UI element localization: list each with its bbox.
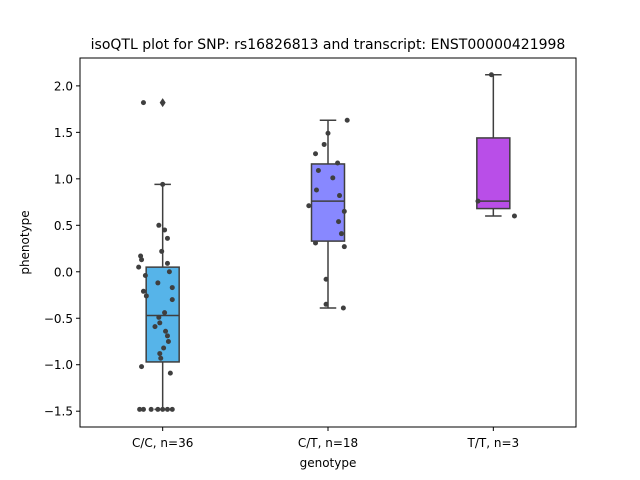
y-tick-label: 2.0 xyxy=(54,79,73,93)
data-point xyxy=(152,324,158,330)
box-group xyxy=(310,119,346,309)
data-point xyxy=(155,280,161,286)
y-axis-label: phenotype xyxy=(18,210,32,274)
data-point xyxy=(475,198,481,204)
x-axis-label: genotype xyxy=(300,456,357,470)
data-point xyxy=(325,130,331,136)
y-tick-label: 0.5 xyxy=(54,219,73,233)
data-point xyxy=(313,240,319,246)
chart-axes: −1.5 −1.0 −0.5 0.0 0.5 1.0 1.5 2.0 C/C, n=36 C/T,… xyxy=(44,79,519,450)
data-point xyxy=(306,203,312,209)
data-point xyxy=(340,305,346,311)
data-point xyxy=(162,310,168,316)
outlier-marker xyxy=(159,98,166,108)
data-point xyxy=(169,406,175,412)
data-point xyxy=(159,248,165,254)
data-point xyxy=(335,160,341,166)
data-point xyxy=(323,276,329,282)
data-point xyxy=(142,272,148,278)
data-point xyxy=(167,370,173,376)
data-point xyxy=(344,117,350,123)
data-point xyxy=(165,338,171,344)
data-point xyxy=(164,406,170,412)
data-point xyxy=(140,406,146,412)
strip-points xyxy=(475,72,517,219)
data-point xyxy=(164,260,170,266)
chart-title: isoQTL plot for SNP: rs16826813 and tran… xyxy=(91,37,566,53)
data-point xyxy=(160,181,166,187)
data-point xyxy=(140,288,146,294)
box xyxy=(310,163,346,242)
data-point xyxy=(143,293,149,299)
data-point xyxy=(140,100,146,106)
data-point xyxy=(321,141,327,147)
data-point xyxy=(158,355,164,361)
data-point xyxy=(148,406,154,412)
box xyxy=(476,137,511,210)
data-point xyxy=(155,406,161,412)
data-point xyxy=(156,222,162,228)
chart-marks xyxy=(136,72,517,412)
y-tick-label: 1.0 xyxy=(54,172,73,186)
data-point xyxy=(163,328,169,334)
data-point xyxy=(337,193,343,199)
data-point xyxy=(162,227,168,233)
data-point xyxy=(336,219,342,225)
y-tick-label: −1.0 xyxy=(44,358,73,372)
x-tick-label: C/T, n=18 xyxy=(298,436,358,450)
strip-points xyxy=(306,117,350,311)
data-point xyxy=(164,235,170,241)
data-point xyxy=(169,297,175,303)
box-group xyxy=(476,73,511,217)
data-point xyxy=(161,345,167,351)
data-point xyxy=(313,151,319,157)
data-point xyxy=(160,406,166,412)
data-point xyxy=(157,320,163,326)
data-point xyxy=(164,333,170,339)
data-point xyxy=(139,364,145,370)
data-point xyxy=(157,351,163,357)
data-point xyxy=(156,314,162,320)
data-point xyxy=(338,231,344,237)
x-tick-label: T/T, n=3 xyxy=(467,436,520,450)
data-point xyxy=(341,244,347,250)
data-point xyxy=(169,285,175,291)
data-point xyxy=(137,406,143,412)
data-point xyxy=(488,72,494,78)
data-point xyxy=(136,264,142,270)
data-point xyxy=(341,208,347,214)
y-tick-label: −1.5 xyxy=(44,405,73,419)
data-point xyxy=(323,301,329,307)
data-point xyxy=(313,187,319,193)
data-point xyxy=(166,269,172,275)
data-point xyxy=(315,167,321,173)
y-tick-label: 0.0 xyxy=(54,265,73,279)
y-tick-label: 1.5 xyxy=(54,126,73,140)
strip-points xyxy=(136,100,175,412)
x-tick-label: C/C, n=36 xyxy=(132,436,193,450)
data-point xyxy=(330,175,336,181)
y-tick-label: −0.5 xyxy=(44,312,73,326)
data-point xyxy=(511,213,517,219)
data-point xyxy=(139,257,145,263)
box-group xyxy=(145,98,180,411)
